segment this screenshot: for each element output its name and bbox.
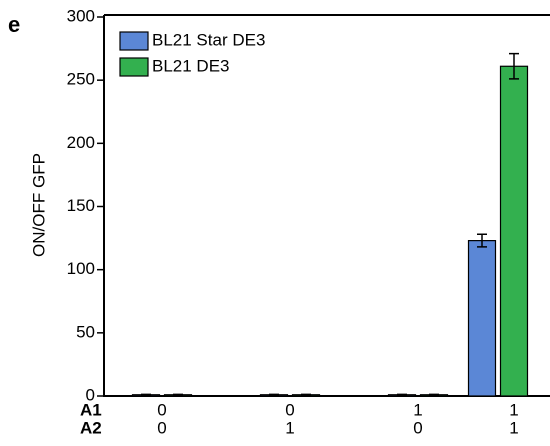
- y-tick-label: 300: [67, 6, 95, 25]
- y-axis-label: ON/OFF GFP: [29, 153, 48, 257]
- legend-swatch: [119, 57, 149, 77]
- x-tick-label: 0: [157, 418, 166, 437]
- x-tick-label: 1: [413, 400, 422, 419]
- y-tick-label: 100: [67, 259, 95, 278]
- error-bar: [141, 393, 151, 396]
- y-tick-label: 200: [67, 133, 95, 152]
- panel-label: e: [8, 12, 20, 37]
- legend-label: BL21 DE3: [152, 56, 230, 75]
- y-tick-label: 50: [76, 322, 95, 341]
- x-tick-label: 1: [509, 418, 518, 437]
- error-bar: [269, 393, 279, 396]
- row-label: A2: [80, 418, 102, 437]
- y-tick-label: 150: [67, 196, 95, 215]
- error-bar: [397, 393, 407, 396]
- error-bar: [509, 52, 519, 80]
- legend-label: BL21 Star DE3: [152, 30, 265, 49]
- x-tick-label: 0: [413, 418, 422, 437]
- x-tick-label: 1: [285, 418, 294, 437]
- error-bar: [429, 393, 439, 396]
- x-tick-label: 1: [509, 400, 518, 419]
- y-tick-label: 0: [86, 385, 95, 404]
- x-tick-label: 0: [157, 400, 166, 419]
- error-bar: [173, 393, 183, 396]
- bar: [467, 240, 497, 397]
- x-tick-label: 0: [285, 400, 294, 419]
- error-bar: [477, 233, 487, 248]
- row-label: A1: [80, 400, 102, 419]
- legend-swatch: [119, 31, 149, 51]
- y-tick-label: 250: [67, 70, 95, 89]
- error-bar: [301, 393, 311, 396]
- bar: [499, 65, 529, 397]
